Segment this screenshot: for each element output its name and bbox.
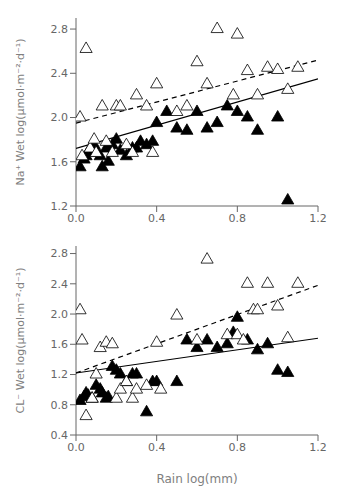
svg-text:1.6: 1.6: [51, 338, 69, 351]
svg-text:2.0: 2.0: [51, 308, 69, 321]
svg-text:2.0: 2.0: [51, 111, 69, 124]
svg-text:0.8: 0.8: [229, 441, 247, 454]
svg-text:2.4: 2.4: [51, 67, 69, 80]
svg-text:2.8: 2.8: [51, 247, 69, 260]
svg-text:1.2: 1.2: [51, 200, 69, 213]
svg-text:1.2: 1.2: [51, 368, 69, 381]
svg-text:0.0: 0.0: [67, 441, 85, 454]
svg-text:1.2: 1.2: [309, 212, 327, 225]
svg-text:0.4: 0.4: [148, 441, 166, 454]
svg-text:2.8: 2.8: [51, 23, 69, 36]
svg-text:Rain log(mm): Rain log(mm): [156, 472, 237, 486]
svg-text:1.6: 1.6: [51, 156, 69, 169]
svg-text:CL⁻ Wet log(μmol·m⁻²·d⁻¹): CL⁻ Wet log(μmol·m⁻²·d⁻¹): [14, 268, 27, 414]
svg-text:0.8: 0.8: [229, 212, 247, 225]
svg-text:0.0: 0.0: [67, 212, 85, 225]
svg-text:0.4: 0.4: [148, 212, 166, 225]
svg-text:1.2: 1.2: [309, 441, 327, 454]
svg-text:0.4: 0.4: [51, 429, 69, 442]
svg-text:0.8: 0.8: [51, 399, 69, 412]
svg-text:Na⁺ Wet log(μmol·m⁻²·d⁻¹): Na⁺ Wet log(μmol·m⁻²·d⁻¹): [14, 38, 27, 185]
svg-text:2.4: 2.4: [51, 278, 69, 291]
